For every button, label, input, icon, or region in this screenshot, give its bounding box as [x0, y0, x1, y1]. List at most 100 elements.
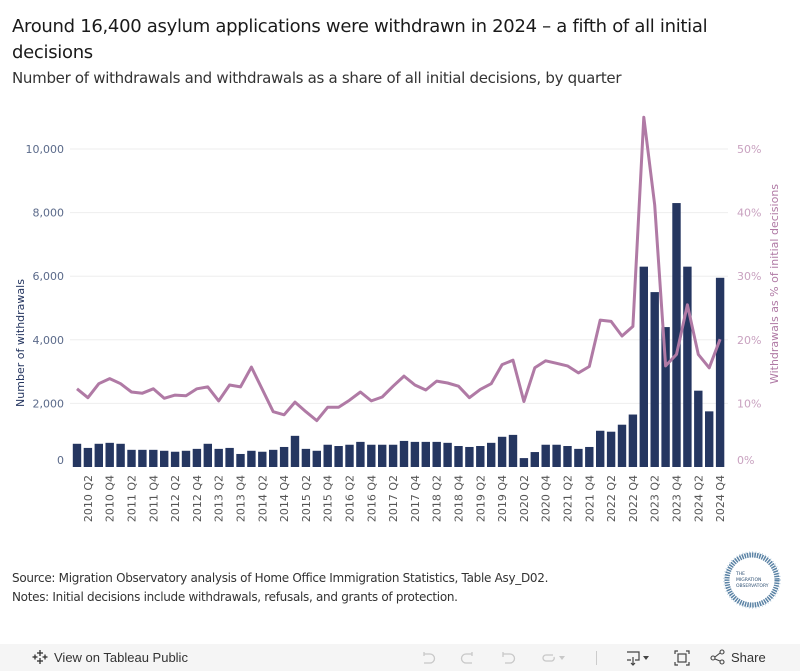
- view-on-tableau-link[interactable]: View on Tableau Public: [32, 649, 188, 665]
- redo-button[interactable]: [458, 648, 478, 668]
- x-tick-label: 2023 Q2: [649, 475, 662, 522]
- right-tick-label: 10%: [737, 397, 761, 410]
- bar: [83, 447, 93, 467]
- bar: [617, 424, 627, 467]
- bar: [432, 441, 441, 467]
- left-tick-label: 10,000: [26, 143, 65, 156]
- bar: [421, 441, 430, 467]
- bar: [585, 446, 594, 467]
- bar: [574, 448, 583, 467]
- bar: [105, 442, 114, 467]
- x-tick-label: 2017 Q2: [387, 475, 400, 522]
- right-tick-label: 40%: [737, 207, 761, 220]
- logo-ring-icon: THE MIGRATION OBSERVATORY: [723, 551, 781, 609]
- fullscreen-button[interactable]: [672, 648, 692, 668]
- bar: [715, 277, 725, 467]
- bar: [149, 449, 158, 467]
- gridlines: [70, 148, 728, 404]
- logo-line3: OBSERVATORY: [736, 583, 769, 589]
- bar: [214, 448, 223, 467]
- bar: [399, 440, 409, 467]
- bar: [672, 203, 681, 467]
- bar: [683, 266, 692, 467]
- x-tick-label: 2020 Q2: [518, 475, 531, 522]
- x-tick-label: 2016 Q2: [344, 475, 357, 522]
- bar: [606, 431, 616, 467]
- x-tick-label: 2023 Q4: [671, 475, 684, 522]
- chart-title: Around 16,400 asylum applications were w…: [12, 16, 708, 63]
- bar: [639, 266, 648, 467]
- bar: [443, 442, 452, 467]
- source-text: Source: Migration Observatory analysis o…: [12, 571, 549, 585]
- right-tick-label: 50%: [737, 143, 761, 156]
- x-tick-label: 2018 Q2: [431, 475, 444, 522]
- download-button[interactable]: [620, 648, 656, 668]
- migration-observatory-logo: THE MIGRATION OBSERVATORY: [722, 550, 782, 610]
- right-tick-label: 0%: [737, 454, 754, 467]
- bar: [541, 444, 550, 467]
- right-axis-title: Withdrawals as % of initial decisions: [768, 184, 781, 384]
- right-tick-label: 20%: [737, 334, 761, 347]
- bar: [552, 444, 561, 467]
- chart: 0 2,000 4,000 6,000 8,000 10,000 0% 10% 20% 30% 4…: [14, 115, 781, 522]
- bar: [312, 450, 321, 467]
- left-axis-ticks: 0 2,000 4,000 6,000 8,000 10,000: [26, 143, 65, 467]
- bar: [170, 451, 180, 467]
- share-label: Share: [731, 649, 766, 665]
- refresh-button[interactable]: [536, 648, 572, 668]
- left-tick-label: 8,000: [33, 207, 65, 220]
- bar-series: [72, 203, 725, 467]
- share-line: [76, 115, 722, 423]
- bar: [367, 444, 376, 467]
- bar: [138, 449, 147, 467]
- bar: [72, 443, 82, 467]
- x-tick-label: 2019 Q4: [496, 475, 509, 522]
- bar: [160, 450, 169, 467]
- refresh-icon: [542, 654, 555, 662]
- bar: [192, 448, 202, 467]
- x-tick-label: 2012 Q4: [191, 475, 204, 522]
- bar: [334, 446, 343, 467]
- chart-notes: Source: Migration Observatory analysis o…: [12, 569, 548, 607]
- undo-button[interactable]: [418, 648, 438, 668]
- revert-icon: [502, 652, 516, 664]
- bar: [596, 430, 605, 467]
- x-axis-ticks: 2010 Q2 2010 Q4 2011 Q2 2011 Q4 2012 Q2 2012 …: [82, 475, 727, 522]
- bar: [563, 446, 572, 467]
- fullscreen-icon: [674, 650, 690, 666]
- bar: [181, 450, 191, 467]
- download-icon: [627, 651, 640, 666]
- right-tick-label: 30%: [737, 270, 761, 283]
- bar: [356, 441, 365, 467]
- share-button[interactable]: Share: [710, 649, 766, 665]
- bar: [116, 443, 125, 467]
- bar: [628, 414, 638, 467]
- bar: [519, 458, 529, 467]
- bar: [508, 434, 518, 467]
- x-tick-label: 2019 Q2: [474, 475, 487, 522]
- bar: [378, 444, 387, 467]
- bar: [236, 453, 245, 467]
- x-tick-label: 2011 Q4: [147, 475, 160, 522]
- x-tick-label: 2021 Q2: [562, 475, 575, 522]
- bar: [279, 446, 289, 467]
- chevron-down-icon: [559, 656, 565, 660]
- notes-text: Notes: Initial decisions include withdra…: [12, 590, 458, 604]
- chevron-down-icon: [643, 656, 649, 660]
- x-tick-label: 2020 Q4: [540, 475, 553, 522]
- bar: [530, 452, 539, 467]
- revert-button[interactable]: [498, 648, 518, 668]
- x-tick-label: 2010 Q4: [104, 475, 117, 522]
- toolbar-divider: [596, 651, 597, 665]
- x-tick-label: 2021 Q4: [583, 475, 596, 522]
- line-series: [76, 115, 722, 423]
- share-icon: [710, 649, 725, 665]
- x-tick-label: 2011 Q2: [126, 475, 139, 522]
- bar: [650, 292, 659, 467]
- x-tick-label: 2014 Q2: [256, 475, 269, 522]
- x-tick-label: 2022 Q4: [627, 475, 640, 522]
- bar: [388, 444, 398, 467]
- tableau-logo-icon: [32, 650, 48, 664]
- bar: [705, 411, 714, 467]
- chart-subtitle: Number of withdrawals and withdrawals as…: [12, 69, 622, 87]
